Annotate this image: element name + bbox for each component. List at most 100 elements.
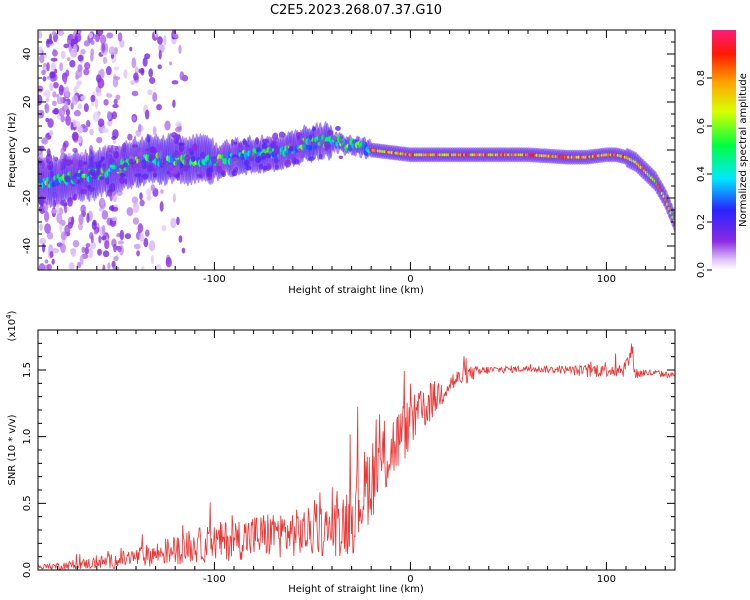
- heatmap-noise-cell: [73, 110, 81, 117]
- heatmap-noise-cell: [38, 262, 46, 270]
- heatmap-noise-cell: [45, 89, 51, 99]
- spectrogram-y-ticks: -40 -20 0 20 40: [22, 41, 675, 259]
- y-tick-label: 40: [22, 48, 33, 61]
- x-tick-label: 0: [407, 574, 413, 585]
- heatmap-noise-cell: [80, 204, 86, 214]
- heatmap-blob: [339, 139, 344, 144]
- heatmap-blob: [231, 157, 239, 162]
- heatmap-noise-cell: [63, 43, 70, 49]
- heatmap-noise-cell: [68, 262, 75, 270]
- heatmap-noise-cell: [111, 260, 116, 269]
- colorbar-tick-label: 0.6: [696, 118, 707, 134]
- heatmap-noise-cell: [42, 243, 46, 253]
- heatmap-noise-cell: [111, 135, 117, 140]
- heatmap-blob: [88, 164, 92, 170]
- heatmap-blob: [148, 153, 155, 162]
- heatmap-noise-cell: [172, 99, 176, 108]
- heatmap-blob: [73, 188, 77, 195]
- heatmap-noise-cell: [67, 35, 71, 46]
- heatmap-blob: [109, 157, 115, 165]
- heatmap-noise-cell: [50, 57, 58, 62]
- heatmap-blob: [307, 156, 315, 161]
- snr-y-ticks: 0.0 0.5 1.0 1.5: [22, 342, 675, 578]
- heatmap-blob: [237, 142, 243, 151]
- heatmap-noise-cell: [105, 66, 112, 76]
- heatmap-noise-cell: [78, 214, 84, 225]
- heatmap-noise-cell: [91, 221, 97, 230]
- heatmap-blob: [99, 175, 104, 181]
- heatmap-blob: [300, 153, 305, 159]
- heatmap-blob: [277, 153, 282, 161]
- heatmap-noise-cell: [123, 69, 128, 79]
- heatmap-noise-cell: [139, 192, 143, 201]
- heatmap-noise-cell: [70, 122, 74, 131]
- heatmap-blob: [98, 160, 103, 164]
- heatmap-noise-cell: [138, 123, 142, 133]
- heatmap-noise-cell: [77, 125, 84, 134]
- heatmap-noise-cell: [78, 223, 84, 231]
- heatmap-noise-cell: [101, 128, 109, 134]
- heatmap-noise-cell: [146, 188, 152, 197]
- heatmap-blob: [153, 167, 157, 173]
- heatmap-noise-cell: [83, 40, 90, 47]
- heatmap-blob: [318, 153, 323, 160]
- heatmap-noise-cell: [132, 115, 137, 122]
- heatmap-blob: [261, 138, 269, 144]
- colorbar-gradient: [712, 30, 736, 270]
- heatmap-noise-cell: [103, 99, 109, 106]
- heatmap-blob: [331, 135, 338, 141]
- heatmap-blob: [307, 141, 312, 145]
- heatmap-noise-cell: [52, 109, 60, 115]
- heatmap-noise-cell: [54, 68, 58, 74]
- heatmap-noise-cell: [76, 80, 83, 86]
- heatmap-noise-cell: [152, 126, 157, 136]
- snr-panel: -100 0 100 0.0 0.5 1.0 1.5 Height of straight…: [5, 310, 676, 595]
- heatmap-blob: [232, 170, 236, 177]
- heatmap-noise-cell: [38, 94, 43, 106]
- heatmap-noise-cell: [81, 246, 86, 254]
- heatmap-noise-cell: [142, 57, 148, 67]
- heatmap-noise-cell: [60, 243, 66, 254]
- heatmap-noise-cell: [164, 120, 171, 131]
- heatmap-noise-cell: [38, 85, 44, 93]
- colorbar: 0.0 0.2 0.4 0.6 0.8 Normalized spectral ampl…: [696, 30, 749, 278]
- heatmap-noise-cell: [95, 91, 102, 97]
- heatmap-noise-cell: [44, 223, 52, 234]
- heatmap-noise-cell: [47, 118, 54, 128]
- heatmap-noise-cell: [77, 64, 83, 73]
- heatmap-noise-cell: [127, 133, 133, 141]
- heatmap-blob: [137, 151, 144, 157]
- heatmap-noise-cell: [72, 239, 80, 248]
- heatmap-noise-cell: [97, 118, 105, 127]
- heatmap-noise-cell: [156, 103, 162, 111]
- heatmap-blob: [147, 164, 154, 172]
- heatmap-noise-cell: [52, 81, 59, 89]
- heatmap-blob: [242, 138, 247, 145]
- colorbar-label: Normalized spectral amplitude: [738, 73, 749, 227]
- heatmap-noise-cell: [90, 40, 95, 45]
- heatmap-noise-cell: [63, 202, 68, 207]
- heatmap-blob: [87, 184, 91, 189]
- heatmap-noise-cell: [71, 94, 79, 106]
- heatmap-noise-cell: [52, 100, 57, 106]
- heatmap-blob: [258, 163, 264, 170]
- snr-series-line: [38, 343, 675, 570]
- heatmap-blob: [323, 141, 331, 150]
- heatmap-noise-cell: [70, 102, 74, 110]
- heatmap-noise-cell: [112, 103, 119, 109]
- snr-x-axis-label: Height of straight line (km): [288, 584, 424, 595]
- heatmap-noise-cell: [88, 32, 94, 39]
- heatmap-noise-cell: [60, 50, 66, 59]
- heatmap-noise-cell: [90, 234, 94, 244]
- heatmap-noise-cell: [143, 237, 149, 248]
- heatmap-noise-cell: [176, 216, 180, 226]
- heatmap-noise-cell: [179, 71, 185, 81]
- heatmap-noise-cell: [178, 44, 182, 54]
- heatmap-noise-cell: [39, 54, 45, 64]
- heatmap-noise-cell: [126, 207, 134, 216]
- heatmap-noise-cell: [96, 30, 104, 37]
- snr-y-axis-label: SNR (10 * v/v): [7, 414, 18, 485]
- heatmap-noise-cell: [46, 263, 52, 270]
- heatmap-noise-cell: [150, 254, 154, 265]
- heatmap-noise-cell: [129, 46, 133, 52]
